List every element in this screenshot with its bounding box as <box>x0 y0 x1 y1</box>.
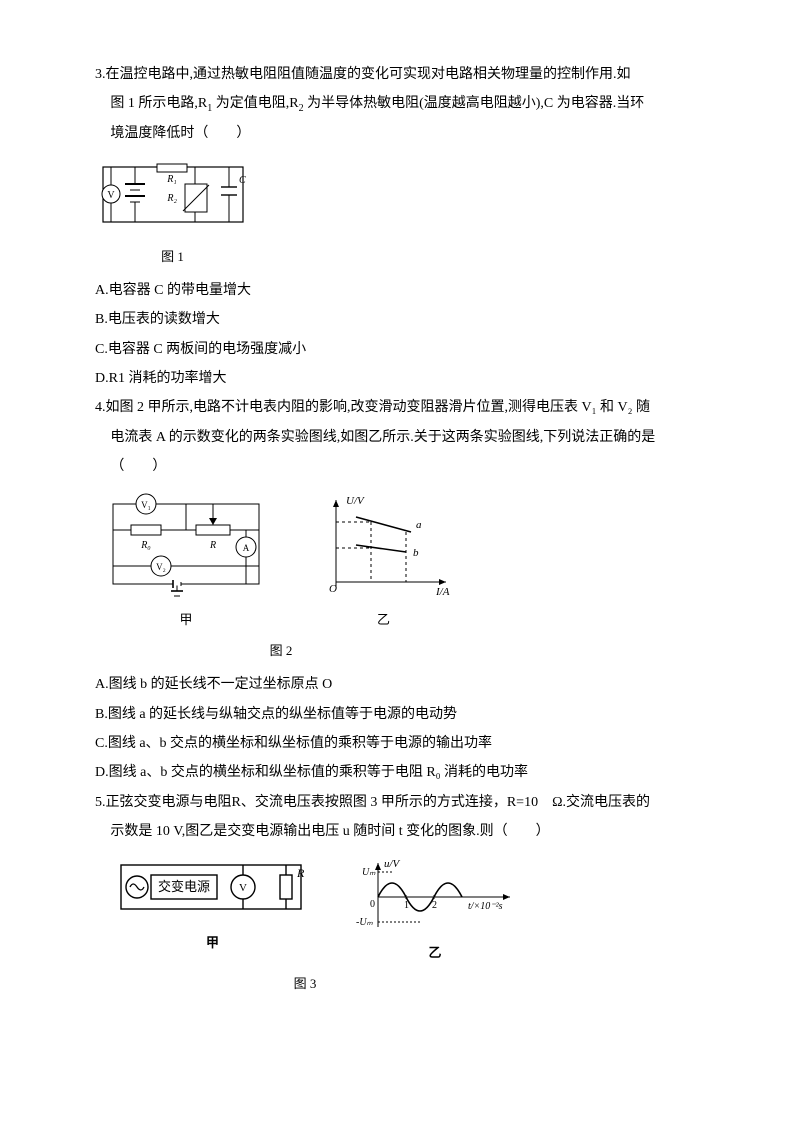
figure-2-right-caption: 乙 <box>377 606 390 633</box>
a-label: A <box>243 543 250 553</box>
point-a: a <box>416 519 422 531</box>
q4-line2: 电流表 A 的示数变化的两条实验图线,如图乙所示.关于这两条实验图线,下列说法正… <box>95 423 730 452</box>
figure-1: V R₁ R₂ C 图 1 <box>95 159 730 270</box>
v2-label: V₂ <box>156 562 166 572</box>
voltmeter-label-2: V <box>239 882 247 894</box>
q3-l2a: 图 1 所示电路,R <box>110 96 207 111</box>
figure-3-graph-svg: u/V t/×10⁻²s Uₘ -Uₘ 0 1 2 <box>350 857 520 935</box>
q5-line1: 5.正弦交变电源与电阻R、交流电压表按照图 3 甲所示的方式连接，R=10 Ω.… <box>95 788 730 817</box>
r2-label: R₂ <box>166 193 177 204</box>
figure-3-right: u/V t/×10⁻²s Uₘ -Uₘ 0 1 2 乙 <box>350 857 520 966</box>
figure-1-caption: 图 1 <box>95 243 250 270</box>
q3-choice-b: B.电压表的读数增大 <box>95 305 730 334</box>
point-b: b <box>413 547 419 559</box>
figure-3-left: 交变电源 V R 甲 <box>115 857 310 956</box>
x-axis-label-2: t/×10⁻²s <box>468 901 503 912</box>
figure-2-left: V₁ R₀ R A <box>101 492 271 633</box>
q4-choice-a: A.图线 b 的延长线不一定过坐标原点 O <box>95 670 730 699</box>
r-label-2: R <box>296 866 305 880</box>
q5-line2: 示数是 10 V,图乙是交变电源输出电压 u 随时间 t 变化的图象.则（ ） <box>95 817 730 846</box>
r0-label: R₀ <box>140 540 151 551</box>
q4-choice-d: D.图线 a、b 交点的横坐标和纵坐标值的乘积等于电阻 R₀ 消耗的电功率 <box>95 758 730 787</box>
q3-l2c: 为半导体热敏电阻(温度越高电阻越小),C 为电容器.当环 <box>304 96 645 111</box>
x-axis-label: I/A <box>435 586 450 598</box>
q3-choices: A.电容器 C 的带电量增大 B.电压表的读数增大 C.电容器 C 两板间的电场… <box>95 276 730 394</box>
figure-3-caption: 图 3 <box>115 970 495 997</box>
q4-line3: （ ） <box>95 452 730 481</box>
figure-2-right: U/V I/A O a b 乙 <box>311 492 456 633</box>
figure-3: 交变电源 V R 甲 <box>115 857 730 998</box>
y-axis-label-2: u/V <box>384 858 401 870</box>
um-label: Uₘ <box>362 867 376 878</box>
y-axis-label: U/V <box>346 495 365 507</box>
figure-2-left-caption: 甲 <box>179 606 192 633</box>
figure-2-caption: 图 2 <box>101 637 461 664</box>
q4-line1: 4.如图 2 甲所示,电路不计电表内阻的影响,改变滑动变阻器滑片位置,测得电压表… <box>95 393 730 422</box>
c-label: C <box>239 175 246 186</box>
q3-choice-a: A.电容器 C 的带电量增大 <box>95 276 730 305</box>
t2-label: 2 <box>432 900 437 911</box>
source-label: 交变电源 <box>158 879 210 894</box>
v1-label: V₁ <box>141 500 151 510</box>
q3-choice-c: C.电容器 C 两板间的电场强度减小 <box>95 335 730 364</box>
r1-label: R₁ <box>166 174 177 185</box>
q3-line3: 境温度降低时（ ） <box>95 119 730 148</box>
neg-um-label: -Uₘ <box>356 917 374 928</box>
figure-2-graph-svg: U/V I/A O a b <box>311 492 456 602</box>
q4-choice-c: C.图线 a、b 交点的横坐标和纵坐标值的乘积等于电源的输出功率 <box>95 729 730 758</box>
figure-3-left-caption: 甲 <box>206 929 219 956</box>
origin-label: O <box>329 583 337 595</box>
origin-label-2: 0 <box>370 899 375 910</box>
figure-3-circuit-svg: 交变电源 V R <box>115 857 310 925</box>
q3-l2b: 为定值电阻,R <box>212 96 298 111</box>
q3-choice-d: D.R1 消耗的功率增大 <box>95 364 730 393</box>
q4-choice-b: B.图线 a 的延长线与纵轴交点的纵坐标值等于电源的电动势 <box>95 700 730 729</box>
r-label: R <box>209 540 216 551</box>
t1-label: 1 <box>404 900 409 911</box>
figure-2: V₁ R₀ R A <box>101 492 730 665</box>
q3-line1: 3.在温控电路中,通过热敏电阻阻值随温度的变化可实现对电路相关物理量的控制作用.… <box>95 60 730 89</box>
voltmeter-label: V <box>107 190 115 201</box>
figure-1-svg: V R₁ R₂ C <box>95 159 250 239</box>
q4-choices: A.图线 b 的延长线不一定过坐标原点 O B.图线 a 的延长线与纵轴交点的纵… <box>95 670 730 788</box>
figure-2-circuit-svg: V₁ R₀ R A <box>101 492 271 602</box>
q3-line2: 图 1 所示电路,R1 为定值电阻,R2 为半导体热敏电阻(温度越高电阻越小),… <box>95 89 730 119</box>
figure-3-right-caption: 乙 <box>428 939 441 966</box>
page-root: 3.在温控电路中,通过热敏电阻阻值随温度的变化可实现对电路相关物理量的控制作用.… <box>0 0 800 1043</box>
